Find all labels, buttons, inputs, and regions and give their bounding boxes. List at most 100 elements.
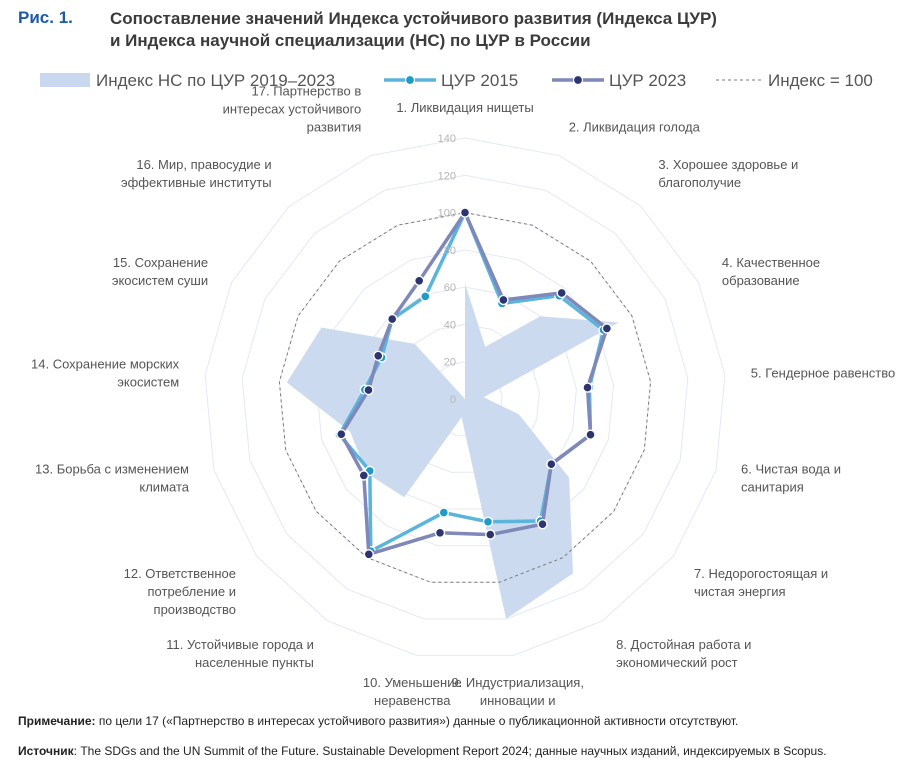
source-text: : The SDGs and the UN Summit of the Futu… [73, 744, 827, 758]
tick-label-80: 80 [444, 245, 456, 257]
category-label-5-line-1: 5. Гендерное равенство [751, 366, 895, 381]
category-label-17: 17. Партнерство в интересах устойчивого ра… [223, 83, 362, 134]
point-sdg-2023-8 [537, 519, 548, 530]
category-label-3-line-2: благополучие [658, 175, 741, 190]
category-label-17-line-1: 17. Партнерство в [252, 83, 362, 98]
category-label-14-line-1: 14. Сохранение морских [31, 357, 180, 372]
category-label-1-line-1: 1. Ликвидация нищеты [396, 100, 533, 115]
grid-ring-7 [204, 137, 726, 657]
point-sdg-2023-6 [585, 429, 596, 440]
radar-area-layer [286, 283, 619, 619]
point-sdg-2023-4 [601, 323, 613, 334]
category-label-9: 9. Индустриализация,инновации иинфрастру… [451, 675, 584, 710]
category-label-9-line-1: 9. Индустриализация, [451, 675, 584, 690]
chart-title: Сопоставление значений Индекса устойчиво… [110, 8, 890, 52]
point-sdg-2023-12 [358, 470, 369, 481]
tick-label-40: 40 [444, 319, 456, 331]
note-text: по цели 17 («Партнерство в интересах уст… [95, 714, 739, 728]
point-sdg-2023-5 [582, 382, 593, 393]
category-label-10-line-1: 10. Уменьшение [363, 675, 462, 690]
tick-label-120: 120 [438, 170, 456, 182]
category-label-13-line-2: климата [139, 480, 189, 495]
point-sdg-2023-17 [414, 275, 425, 286]
category-label-15: 15. Сохранение экосистем суши [112, 255, 208, 288]
category-label-7-line-1: 7. Недорогостоящая и [694, 566, 828, 581]
category-label-6-line-2: санитария [741, 480, 804, 495]
point-sdg-2023-9 [485, 529, 496, 540]
category-label-6-line-1: 6. Чистая вода и [741, 462, 841, 477]
point-sdg-2023-15 [373, 350, 384, 361]
point-sdg-2023-14 [363, 384, 374, 396]
source-label: Источник [18, 744, 74, 758]
category-label-8-line-1: 8. Достойная работа и [616, 637, 751, 652]
chart-title-line-2: и Индекса научной специализации (НС) по … [110, 31, 591, 50]
figure-label: Рис. 1. [18, 8, 73, 27]
legend-marker-2023 [572, 74, 584, 86]
category-label-11-line-2: населенные пункты [195, 655, 314, 670]
category-label-10: 10. Уменьшение неравенства [363, 675, 462, 708]
category-label-2: 2. Ликвидация голода [569, 119, 701, 134]
chart-title-line-1: Сопоставление значений Индекса устойчиво… [110, 9, 717, 28]
tick-label-0: 0 [450, 394, 456, 406]
category-label-12-line-2: потребление и [148, 584, 236, 599]
grid-ring-6 [241, 174, 689, 620]
source-line: Источник: The SDGs and the UN Summit of … [18, 744, 827, 758]
series-area-ns-index [286, 283, 619, 619]
category-label-3: 3. Хорошее здоровье и благополучие [658, 157, 798, 190]
category-label-8-line-2: экономический рост [616, 655, 738, 670]
legend-swatch-area [40, 73, 90, 87]
tick-label-60: 60 [444, 282, 456, 294]
category-label-17-line-3: развития [307, 119, 362, 134]
point-sdg-2023-13 [336, 429, 347, 440]
radar-lines-layer [334, 207, 613, 560]
radial-tick-labels: 0 20 40 60 80 100 120 140 [438, 133, 456, 406]
category-label-12: 12. Ответственное потребление и производст… [124, 566, 236, 617]
category-label-7-line-2: чистая энергия [694, 584, 786, 599]
legend-marker-2015 [404, 74, 416, 86]
footnote: Примечание: по цели 17 («Партнерство в и… [18, 714, 738, 728]
point-sdg-2023-16 [387, 313, 398, 325]
category-label-4: 4. Качественное образование [722, 255, 820, 288]
series-line-sdg-2015 [337, 210, 606, 553]
category-label-2-line-1: 2. Ликвидация голода [569, 119, 701, 134]
category-label-15-line-2: экосистем суши [112, 273, 208, 288]
point-sdg-2023-1 [459, 207, 471, 218]
point-sdg-2015-17 [420, 291, 431, 302]
category-label-13: 13. Борьба с изменением климата [35, 462, 190, 495]
category-label-16-line-2: эффективные институты [121, 175, 272, 190]
category-label-16: 16. Мир, правосудие и эффективные институ… [121, 157, 272, 190]
category-label-4-line-1: 4. Качественное [722, 255, 820, 270]
point-sdg-2023-10 [434, 527, 446, 538]
category-label-16-line-1: 16. Мир, правосудие и [136, 157, 271, 172]
category-label-15-line-1: 15. Сохранение [113, 255, 208, 270]
point-sdg-2015-9 [482, 516, 494, 527]
category-label-12-line-1: 12. Ответственное [124, 566, 236, 581]
point-sdg-2023-11 [363, 549, 374, 560]
legend-item-sdg-2023: ЦУР 2023 [609, 71, 686, 90]
category-label-5: 5. Гендерное равенство [751, 366, 895, 381]
category-label-17-line-2: интересах устойчивого [223, 101, 362, 116]
category-label-7: 7. Недорогостоящая и чистая энергия [694, 566, 828, 599]
point-sdg-2015-10 [438, 507, 449, 518]
category-label-11-line-1: 11. Устойчивые города и [166, 637, 314, 652]
category-label-14: 14. Сохранение морских экосистем [31, 357, 180, 390]
category-label-4-line-2: образование [722, 273, 800, 288]
legend-item-ns-index: Индекс НС по ЦУР 2019–2023 [96, 71, 335, 90]
category-label-13-line-1: 13. Борьба с изменением [35, 462, 189, 477]
category-label-3-line-1: 3. Хорошее здоровье и [658, 157, 798, 172]
note-label: Примечание: [18, 714, 96, 728]
point-sdg-2023-7 [546, 459, 557, 470]
chart-legend: Индекс НС по ЦУР 2019–2023 ЦУР 2015 ЦУР 20… [40, 71, 873, 90]
tick-label-100: 100 [438, 208, 456, 220]
category-label-12-line-3: производство [154, 602, 236, 617]
category-label-11: 11. Устойчивые города и населенные пункты [166, 637, 314, 670]
point-sdg-2023-3 [556, 287, 567, 299]
category-label-10-line-2: неравенства [374, 693, 451, 708]
category-label-1: 1. Ликвидация нищеты [396, 100, 533, 115]
tick-label-140: 140 [438, 133, 456, 145]
radar-chart: Индекс НС по ЦУР 2019–2023 ЦУР 2015 ЦУР 20… [31, 71, 895, 710]
series-reference-100 [278, 212, 652, 583]
category-label-14-line-2: экосистем [117, 375, 179, 390]
legend-item-reference: Индекс = 100 [768, 71, 873, 90]
legend-item-sdg-2015: ЦУР 2015 [441, 71, 518, 90]
